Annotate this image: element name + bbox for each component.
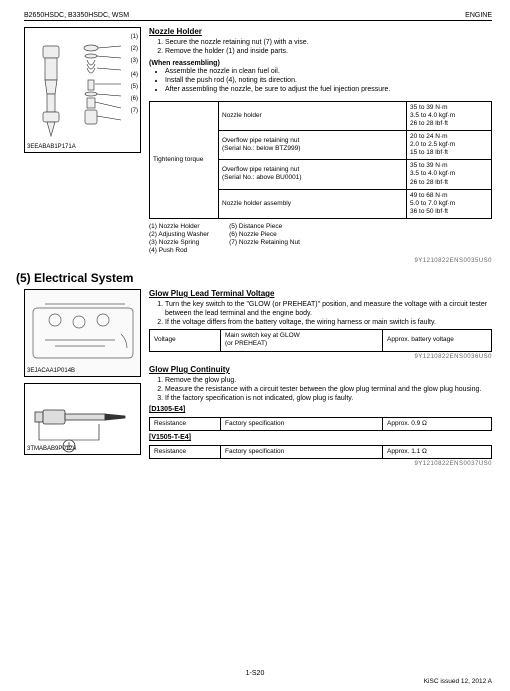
step: Remove the glow plug. <box>165 377 492 386</box>
callout-3: (3) <box>131 58 138 64</box>
nozzle-section: (1) (2) (3) (4) (5) (6) (7) 3EEABAB1P171… <box>24 27 492 265</box>
torque-spec: 35 to 39 N·m 3.5 to 4.0 kgf·m 26 to 28 l… <box>407 160 492 189</box>
torque-name: Nozzle holder <box>219 101 407 130</box>
figure-nozzle: (1) (2) (3) (4) (5) (6) (7) 3EEABAB1P171… <box>24 27 141 153</box>
callout-4: (4) <box>131 72 138 78</box>
ref-code: 9Y1210822ENS0035US0 <box>149 258 492 266</box>
step: Turn the key switch to the "GLOW (or PRE… <box>165 301 492 319</box>
torque-table: Tightening torque Nozzle holder 35 to 39… <box>149 101 492 220</box>
torque-spec: 20 to 24 N·m 2.0 to 2.5 kgf·m 15 to 18 l… <box>407 130 492 159</box>
legend-item: (5) Distance Piece <box>229 223 300 231</box>
glow-v-steps: Turn the key switch to the "GLOW (or PRE… <box>155 301 492 327</box>
cell: Approx. battery voltage <box>383 330 492 351</box>
callout-6: (6) <box>131 96 138 102</box>
legend-item: (6) Nozzle Piece <box>229 231 300 239</box>
cell: Factory specification <box>221 418 383 431</box>
legend-item: (1) Nozzle Holder <box>149 223 209 231</box>
model-v1505: [V1505-T-E4] <box>149 434 492 443</box>
torque-label: Tightening torque <box>150 101 219 219</box>
glow-voltage-row: 3EJACAA1P014B 3TMABAB9P01 <box>24 289 492 469</box>
page-number: 1-S20 <box>0 670 510 677</box>
legend-item: (2) Adjusting Washer <box>149 231 209 239</box>
nozzle-text: Nozzle Holder Secure the nozzle retainin… <box>149 27 492 265</box>
bullet: Install the push rod (4), noting its dir… <box>165 77 492 86</box>
torque-name: Overflow pipe retaining nut (Serial No.:… <box>219 160 407 189</box>
cell: Main switch key at GLOW (or PREHEAT) <box>221 330 383 351</box>
bullet: After assembling the nozzle, be sure to … <box>165 86 492 95</box>
resistance-table-1: Resistance Factory specification Approx.… <box>149 417 492 431</box>
bullet: Assemble the nozzle in clean fuel oil. <box>165 68 492 77</box>
callout-7: (7) <box>131 108 138 114</box>
reassemble-list: Assemble the nozzle in clean fuel oil. I… <box>155 68 492 94</box>
figure-glowplug: 3TMABAB9P012A <box>24 383 141 455</box>
glow-text: Glow Plug Lead Terminal Voltage Turn the… <box>149 289 492 469</box>
electrical-title: (5) Electrical System <box>16 271 492 285</box>
engine-sketch <box>25 290 142 378</box>
footer: KiSC issued 12, 2012 A <box>424 678 492 685</box>
cell: Factory specification <box>221 445 383 458</box>
callout-5: (5) <box>131 84 138 90</box>
ref-code: 9Y1210822ENS0036US0 <box>149 354 492 362</box>
legend-item: (3) Nozzle Spring <box>149 239 209 247</box>
page-header: B2650HSDC, B3350HSDC, WSM ENGINE <box>24 12 492 21</box>
cell: Approx. 1.1 Ω <box>383 445 492 458</box>
step: Secure the nozzle retaining nut (7) with… <box>165 39 492 48</box>
legend-right: (5) Distance Piece (6) Nozzle Piece (7) … <box>229 223 300 256</box>
glow-continuity-title: Glow Plug Continuity <box>149 365 492 375</box>
cell: Resistance <box>150 445 221 458</box>
cell: Voltage <box>150 330 221 351</box>
torque-spec: 35 to 39 N·m 3.5 to 4.0 kgf·m 26 to 28 l… <box>407 101 492 130</box>
nozzle-title: Nozzle Holder <box>149 27 492 37</box>
reassemble-hdr: (When reassembling) <box>149 60 492 69</box>
callout-2: (2) <box>131 46 138 52</box>
model-d1305: [D1305-E4] <box>149 406 492 415</box>
figure-column: 3EJACAA1P014B 3TMABAB9P01 <box>24 289 141 469</box>
legend-left: (1) Nozzle Holder (2) Adjusting Washer (… <box>149 223 209 256</box>
step: Remove the holder (1) and inside parts. <box>165 48 492 57</box>
legend: (1) Nozzle Holder (2) Adjusting Washer (… <box>149 223 492 256</box>
figure-label: 3EEABAB1P171A <box>27 144 76 150</box>
ref-code: 9Y1210822ENS0037US0 <box>149 461 492 469</box>
torque-name: Overflow pipe retaining nut (Serial No.:… <box>219 130 407 159</box>
legend-item: (7) Nozzle Retaining Nut <box>229 239 300 247</box>
header-right: ENGINE <box>465 12 492 19</box>
figure-label: 3TMABAB9P012A <box>27 446 76 452</box>
step: If the voltage differs from the battery … <box>165 319 492 328</box>
figure-engine: 3EJACAA1P014B <box>24 289 141 377</box>
resistance-table-2: Resistance Factory specification Approx.… <box>149 445 492 459</box>
callout-1: (1) <box>131 34 138 40</box>
step: Measure the resistance with a circuit te… <box>165 386 492 395</box>
cell: Resistance <box>150 418 221 431</box>
header-left: B2650HSDC, B3350HSDC, WSM <box>24 12 129 19</box>
glow-c-steps: Remove the glow plug. Measure the resist… <box>155 377 492 403</box>
nozzle-steps: Secure the nozzle retaining nut (7) with… <box>155 39 492 57</box>
voltage-table: Voltage Main switch key at GLOW (or PREH… <box>149 329 492 351</box>
glow-voltage-title: Glow Plug Lead Terminal Voltage <box>149 289 492 299</box>
figure-label: 3EJACAA1P014B <box>27 368 75 374</box>
cell: Approx. 0.9 Ω <box>383 418 492 431</box>
torque-name: Nozzle holder assembly <box>219 189 407 218</box>
torque-spec: 49 to 68 N·m 5.0 to 7.0 kgf·m 36 to 50 l… <box>407 189 492 218</box>
page: B2650HSDC, B3350HSDC, WSM ENGINE <box>0 0 510 691</box>
legend-item: (4) Push Rod <box>149 247 209 255</box>
step: If the factory specification is not indi… <box>165 395 492 404</box>
nozzle-diagram <box>29 36 139 146</box>
